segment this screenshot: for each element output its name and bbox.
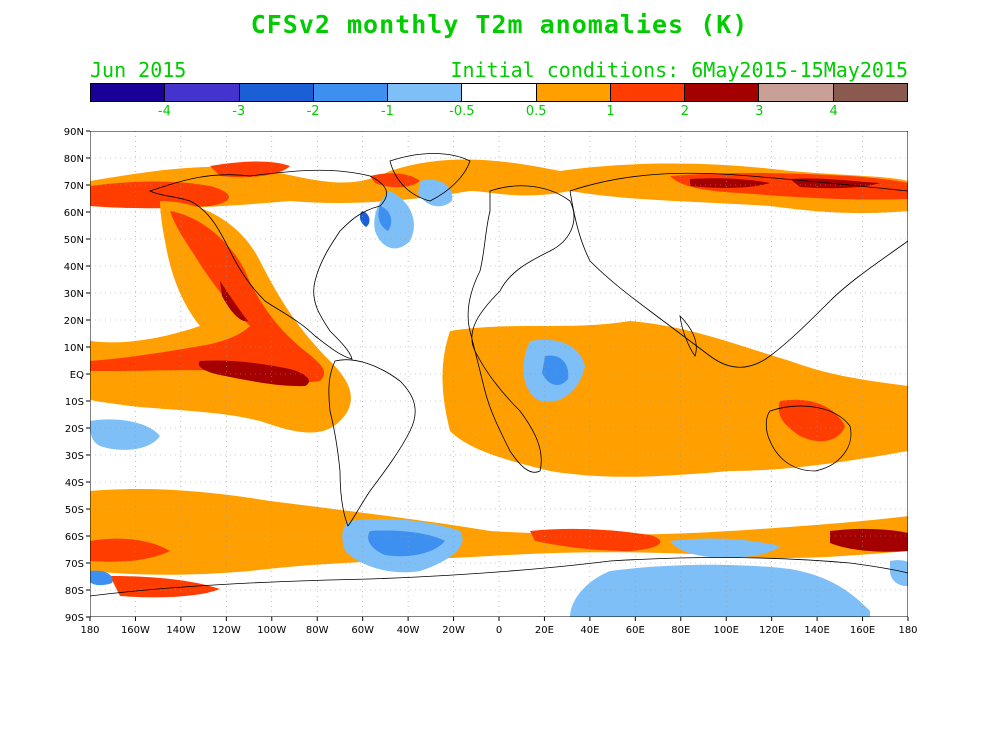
lon-label: 180 (80, 625, 99, 636)
lat-label: 80S (65, 586, 84, 597)
lat-label: 90S (65, 613, 84, 624)
lon-label: 80E (671, 625, 690, 636)
lon-label: 60W (351, 625, 374, 636)
coastlines (90, 153, 908, 597)
lon-label: 140W (166, 625, 195, 636)
lon-label: 100W (257, 625, 286, 636)
colorbar (90, 83, 908, 102)
colorbar-swatch (165, 84, 240, 101)
colorbar-swatch (462, 84, 537, 101)
colorbar-swatch (610, 84, 686, 101)
colorbar-label: -4 (157, 104, 171, 119)
lat-label: 50S (65, 505, 84, 516)
anomaly-map (90, 131, 908, 617)
colorbar-label: 1 (606, 104, 615, 119)
map-title: CFSv2 monthly T2m anomalies (K) (250, 10, 749, 39)
lat-label: 10S (65, 397, 84, 408)
lat-label: 40N (64, 262, 84, 273)
lat-label: 60N (64, 208, 84, 219)
colorbar-swatch (313, 84, 389, 101)
lat-label: 50N (64, 235, 84, 246)
forecast-month: Jun 2015 (90, 58, 187, 82)
lat-label: 70S (65, 559, 84, 570)
colorbar-label: 3 (755, 104, 764, 119)
lon-label: 100E (714, 625, 739, 636)
lon-label: 40E (580, 625, 599, 636)
lat-label: 40S (65, 478, 84, 489)
lat-label: 70N (64, 181, 84, 192)
lon-label: 160E (850, 625, 875, 636)
lon-label: 120W (212, 625, 241, 636)
lon-label: 120E (759, 625, 784, 636)
lat-label: 20S (65, 424, 84, 435)
lat-label: 30S (65, 451, 84, 462)
colorbar-swatch (388, 84, 463, 101)
colorbar-label: -3 (232, 104, 246, 119)
colorbar-label: -0.5 (449, 104, 475, 119)
lon-label: 20W (442, 625, 465, 636)
lon-label: 80W (306, 625, 329, 636)
colorbar-label: 2 (680, 104, 690, 119)
colorbar-label: -2 (306, 104, 320, 119)
colorbar-label: 0.5 (525, 104, 547, 119)
lat-label: 60S (65, 532, 84, 543)
lon-label: 180 (898, 625, 917, 636)
lon-label: 0 (496, 625, 502, 636)
lat-label: 10N (64, 343, 84, 354)
colorbar-label: 4 (829, 104, 838, 119)
colorbar-swatch (239, 84, 314, 101)
lon-label: 140E (804, 625, 829, 636)
lat-label: 80N (64, 154, 84, 165)
initial-conditions: Initial conditions: 6May2015-15May2015 (450, 58, 908, 82)
lon-label: 160W (121, 625, 150, 636)
grid-lines (90, 131, 908, 617)
lat-label: 90N (64, 127, 84, 138)
lat-label: 30N (64, 289, 84, 300)
colorbar-swatch (91, 84, 166, 101)
lon-label: 40W (397, 625, 420, 636)
lat-label: 20N (64, 316, 84, 327)
lon-label: 60E (626, 625, 645, 636)
lat-label: EQ (70, 370, 84, 381)
lon-label: 20E (535, 625, 554, 636)
colorbar-swatch (685, 84, 760, 101)
colorbar-label: -1 (380, 104, 394, 119)
colorbar-swatch (536, 84, 611, 101)
colorbar-swatch (833, 84, 907, 101)
colorbar-swatch (759, 84, 834, 101)
